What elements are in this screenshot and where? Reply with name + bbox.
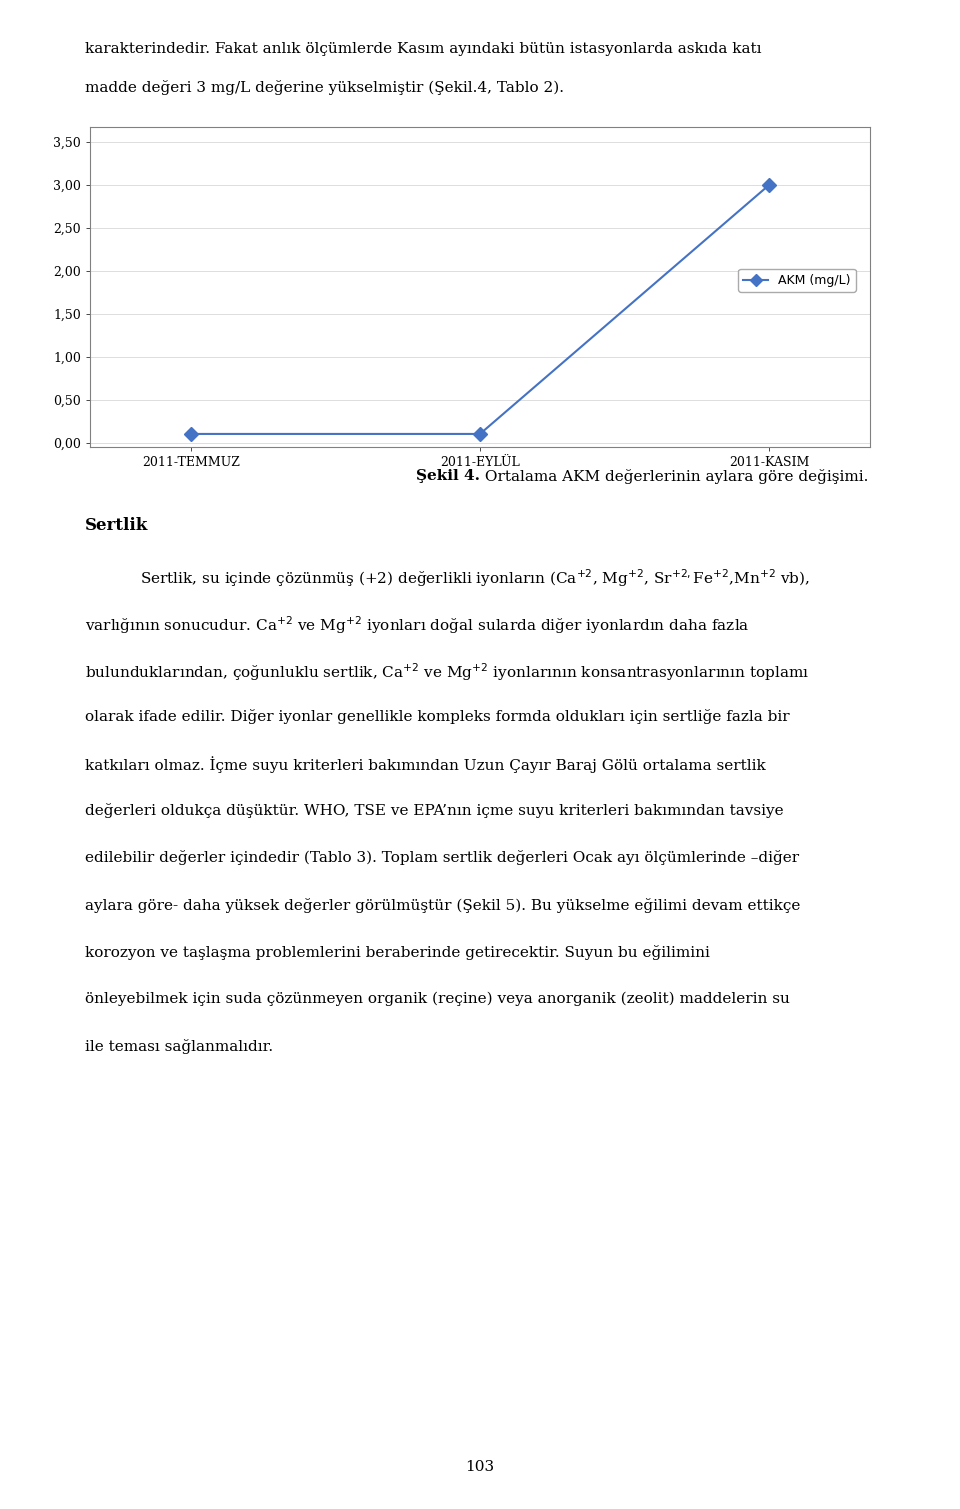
Text: karakterindedir. Fakat anlık ölçümlerde Kasım ayındaki bütün istasyonlarda askıd: karakterindedir. Fakat anlık ölçümlerde …: [85, 42, 761, 56]
Text: Ortalama AKM değerlerinin aylara göre değişimi.: Ortalama AKM değerlerinin aylara göre de…: [480, 469, 869, 484]
Text: önleyebilmek için suda çözünmeyen organik (reçine) veya anorganik (zeolit) madde: önleyebilmek için suda çözünmeyen organi…: [85, 991, 790, 1007]
Text: aylara göre- daha yüksek değerler görülmüştür (Şekil 5). Bu yükselme eğilimi dev: aylara göre- daha yüksek değerler görülm…: [85, 898, 801, 913]
Text: olarak ifade edilir. Diğer iyonlar genellikle kompleks formda oldukları için ser: olarak ifade edilir. Diğer iyonlar genel…: [85, 709, 790, 724]
Text: katkıları olmaz. İçme suyu kriterleri bakımından Uzun Çayır Baraj Gölü ortalama : katkıları olmaz. İçme suyu kriterleri ba…: [85, 756, 766, 773]
Text: 103: 103: [466, 1461, 494, 1474]
Text: korozyon ve taşlaşma problemlerini beraberinde getirecektir. Suyun bu eğilimini: korozyon ve taşlaşma problemlerini berab…: [85, 945, 709, 960]
Text: Sertlik, su içinde çözünmüş (+2) değerlikli iyonların (Ca$^{+2}$, Mg$^{+2}$, Sr$: Sertlik, su içinde çözünmüş (+2) değerli…: [140, 567, 810, 589]
Text: değerleri oldukça düşüktür. WHO, TSE ve EPA’nın içme suyu kriterleri bakımından : değerleri oldukça düşüktür. WHO, TSE ve …: [85, 803, 783, 818]
Text: madde değeri 3 mg/L değerine yükselmiştir (Şekil.4, Tablo 2).: madde değeri 3 mg/L değerine yükselmişti…: [85, 80, 564, 95]
Text: Şekil 4.: Şekil 4.: [416, 469, 480, 483]
Text: edilebilir değerler içindedir (Tablo 3). Toplam sertlik değerleri Ocak ayı ölçüm: edilebilir değerler içindedir (Tablo 3).…: [85, 851, 799, 865]
Text: varlığının sonucudur. Ca$^{+2}$ ve Mg$^{+2}$ iyonları doğal sularda diğer iyonla: varlığının sonucudur. Ca$^{+2}$ ve Mg$^{…: [85, 614, 750, 637]
Text: ile teması sağlanmalıdır.: ile teması sağlanmalıdır.: [85, 1040, 274, 1055]
Legend: AKM (mg/L): AKM (mg/L): [738, 269, 856, 291]
Text: Sertlik: Sertlik: [85, 518, 149, 534]
Text: bulunduklarından, çoğunluklu sertlik, Ca$^{+2}$ ve Mg$^{+2}$ iyonlarının konsant: bulunduklarından, çoğunluklu sertlik, Ca…: [85, 662, 809, 684]
